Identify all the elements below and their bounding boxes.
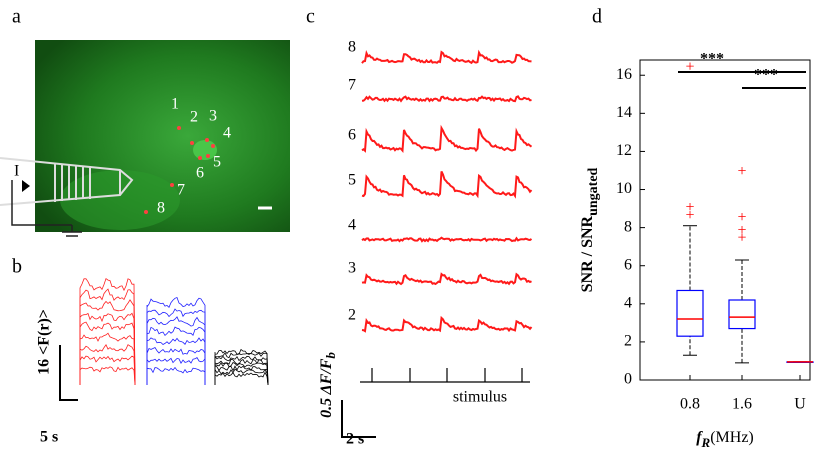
trace (214, 352, 269, 386)
trace (361, 236, 533, 243)
roi-label: 7 (177, 182, 185, 199)
outlier: + (737, 163, 746, 180)
trace (146, 357, 206, 385)
y-scale-label: 16 <F(r)> (36, 309, 53, 375)
y-tick-label: 10 (616, 180, 632, 197)
y-title-sub: ungated (586, 167, 601, 215)
micrograph (0, 40, 290, 237)
x-title-sub: R (701, 435, 711, 450)
trace (79, 312, 136, 386)
x-tick-label: 1.6 (732, 396, 752, 413)
current-label: I (14, 163, 19, 180)
outlier: + (685, 58, 694, 75)
y-tick-label: 8 (624, 218, 632, 235)
plot-frame (639, 59, 811, 381)
trace (146, 366, 206, 385)
trace-label: 2 (348, 307, 356, 324)
significance-label: *** (754, 67, 778, 84)
trace (361, 315, 533, 333)
roi-label: 3 (209, 108, 217, 125)
df-traces: 8 7 6 5 4 3 2 (348, 39, 533, 333)
y-tick-label: 12 (616, 142, 632, 159)
outlier: + (737, 230, 746, 247)
trace (146, 296, 206, 385)
trace (361, 272, 532, 286)
roi-label: 8 (157, 200, 165, 217)
trace (146, 346, 206, 385)
outlier: + (685, 207, 694, 224)
x-tick-label: 0.8 (680, 396, 700, 413)
x-tick-label: U (794, 396, 806, 413)
stimulus-label: stimulus (453, 389, 507, 406)
panel-label: d (592, 6, 602, 28)
trace-label: 6 (348, 127, 356, 144)
trace-label: 8 (348, 39, 356, 56)
y-title-text: SNR / SNR (579, 215, 596, 292)
roi-label: 4 (223, 125, 231, 142)
panel-label: b (12, 256, 22, 278)
trace (79, 277, 136, 386)
trace (214, 361, 269, 386)
y-tick-label: 16 (616, 66, 632, 83)
trace (146, 316, 206, 385)
outlier: + (737, 209, 746, 226)
trace (79, 288, 136, 386)
roi-label: 1 (171, 96, 179, 113)
box (728, 299, 756, 330)
outlier: + (685, 199, 694, 216)
box (676, 289, 704, 337)
roi-label: 5 (213, 154, 221, 171)
trace (214, 365, 269, 386)
trace (79, 332, 136, 386)
trace (361, 95, 532, 103)
x-scale-label: 2 s (346, 431, 364, 448)
scale-bar (341, 400, 376, 438)
trace-label: 3 (348, 260, 356, 277)
trace (214, 358, 269, 386)
trace-label: 4 (348, 217, 356, 234)
y-scale-text: 0.5 ΔF/F (318, 358, 335, 418)
trace-label: 7 (348, 77, 356, 94)
trace (79, 355, 136, 386)
trace (146, 337, 206, 385)
scale-bar (59, 345, 78, 401)
roi-label: 2 (190, 109, 198, 126)
y-tick-label: 4 (624, 294, 632, 311)
trace (214, 368, 269, 386)
trace (214, 371, 269, 386)
trace-label: 5 (348, 172, 356, 189)
x-title-text: f (696, 429, 703, 446)
trace (214, 348, 269, 386)
trace (361, 49, 532, 65)
significance-label: *** (700, 51, 724, 68)
trace (79, 299, 136, 386)
y-tick-label: 0 (624, 371, 632, 388)
trace (79, 321, 136, 386)
y-tick-label: 6 (624, 256, 632, 273)
trace (361, 124, 533, 153)
y-scale-label: 0.5 ΔF/Fb (318, 352, 338, 418)
panel-label: c (306, 6, 315, 28)
fluorescence-traces (79, 277, 269, 386)
x-scale-label: 5 s (40, 429, 58, 446)
outlier: + (737, 222, 746, 239)
x-axis-title: fR(MHz) (696, 429, 754, 450)
y-scale-sub: b (323, 352, 338, 359)
y-axis-title: SNR / SNRungated (579, 167, 602, 292)
trace (79, 344, 136, 386)
stimulus-axis (360, 368, 530, 383)
trace (79, 366, 136, 386)
roi-label: 6 (196, 165, 204, 182)
trace (361, 170, 533, 199)
y-tick-label: 2 (624, 333, 632, 350)
trace (146, 326, 206, 385)
y-tick-label: 14 (616, 104, 632, 121)
trace (146, 308, 206, 385)
x-title-unit: (MHz) (710, 429, 754, 446)
panel-label: a (12, 6, 21, 28)
